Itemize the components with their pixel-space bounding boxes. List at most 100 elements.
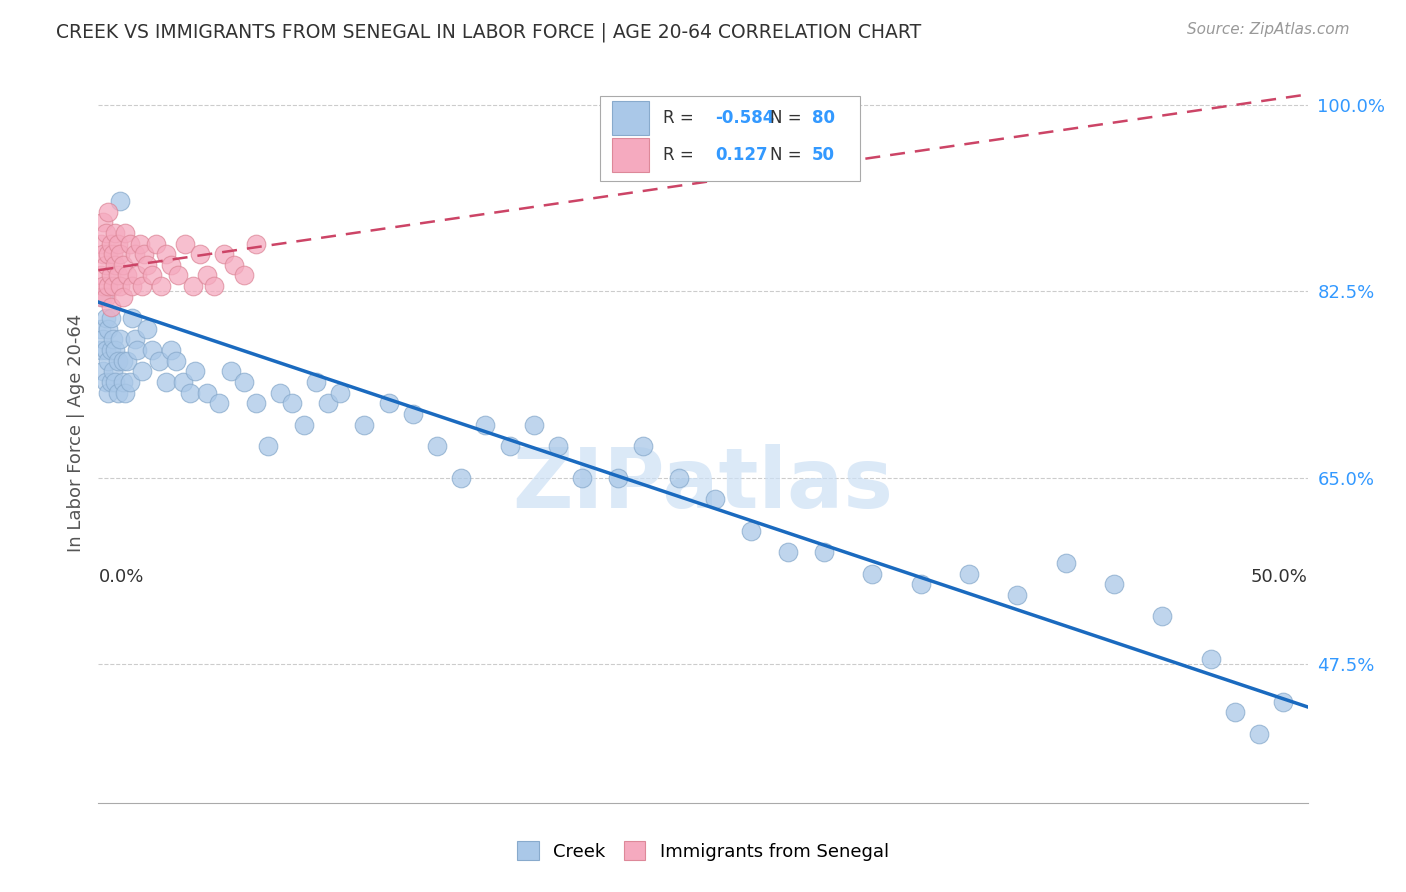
Point <box>127 268 149 283</box>
Point <box>97 247 120 261</box>
Point <box>108 333 131 347</box>
Point <box>174 236 197 251</box>
Point <box>128 236 150 251</box>
Point <box>245 236 267 251</box>
Legend: Creek, Immigrants from Senegal: Creek, Immigrants from Senegal <box>510 834 896 868</box>
Text: Source: ZipAtlas.com: Source: ZipAtlas.com <box>1187 22 1350 37</box>
Point <box>232 268 254 283</box>
Point <box>222 258 245 272</box>
Point <box>108 194 131 208</box>
Point <box>668 471 690 485</box>
Point <box>547 439 569 453</box>
Point <box>100 375 122 389</box>
Point <box>957 566 980 581</box>
Text: N =: N = <box>769 109 807 127</box>
Bar <box>613 138 648 171</box>
Point <box>245 396 267 410</box>
Point <box>571 471 593 485</box>
Y-axis label: In Labor Force | Age 20-64: In Labor Force | Age 20-64 <box>66 313 84 552</box>
Point <box>90 268 112 283</box>
Point <box>426 439 449 453</box>
Text: R =: R = <box>664 109 699 127</box>
Point <box>179 385 201 400</box>
Point <box>204 279 226 293</box>
Point <box>117 353 139 368</box>
Point <box>232 375 254 389</box>
Point <box>1152 609 1174 624</box>
Point <box>402 407 425 421</box>
Point <box>104 226 127 240</box>
Point <box>160 258 183 272</box>
Point <box>195 385 218 400</box>
Point <box>97 322 120 336</box>
Point <box>135 322 157 336</box>
Text: 0.127: 0.127 <box>716 146 768 164</box>
Point <box>104 375 127 389</box>
Point <box>377 396 399 410</box>
Point <box>97 385 120 400</box>
Point <box>100 236 122 251</box>
Point <box>910 577 932 591</box>
Point <box>94 258 117 272</box>
Point <box>91 333 114 347</box>
Point <box>111 375 134 389</box>
Point <box>97 204 120 219</box>
Point <box>90 236 112 251</box>
Point <box>281 396 304 410</box>
Point <box>117 268 139 283</box>
Point <box>100 301 122 315</box>
Point <box>1223 705 1246 719</box>
Point <box>150 279 173 293</box>
Point <box>131 279 153 293</box>
Point <box>292 417 315 432</box>
Point <box>91 247 114 261</box>
Point <box>860 566 883 581</box>
Text: ZIPatlas: ZIPatlas <box>513 444 893 525</box>
Point <box>107 353 129 368</box>
Point <box>155 375 177 389</box>
Point <box>100 343 122 357</box>
Point <box>813 545 835 559</box>
Point <box>165 353 187 368</box>
Point <box>184 364 207 378</box>
Text: -0.584: -0.584 <box>716 109 775 127</box>
Point <box>101 364 124 378</box>
Point <box>631 439 654 453</box>
Point <box>329 385 352 400</box>
Point <box>474 417 496 432</box>
Point <box>107 385 129 400</box>
Point <box>108 279 131 293</box>
Point <box>114 385 136 400</box>
Text: CREEK VS IMMIGRANTS FROM SENEGAL IN LABOR FORCE | AGE 20-64 CORRELATION CHART: CREEK VS IMMIGRANTS FROM SENEGAL IN LABO… <box>56 22 921 42</box>
Point <box>195 268 218 283</box>
Point <box>100 311 122 326</box>
Point <box>124 247 146 261</box>
Point <box>141 268 163 283</box>
Point <box>97 353 120 368</box>
Point <box>776 545 799 559</box>
Point <box>121 279 143 293</box>
Text: N =: N = <box>769 146 807 164</box>
Point <box>1249 726 1271 740</box>
Point <box>1102 577 1125 591</box>
Point <box>353 417 375 432</box>
Point <box>181 279 204 293</box>
Bar <box>613 102 648 135</box>
Point <box>155 247 177 261</box>
Point <box>212 247 235 261</box>
Text: 50.0%: 50.0% <box>1251 568 1308 586</box>
Point <box>704 492 727 507</box>
Point <box>1272 695 1295 709</box>
Point <box>141 343 163 357</box>
Point <box>167 268 190 283</box>
Point <box>188 247 211 261</box>
Point <box>172 375 194 389</box>
Point <box>107 268 129 283</box>
Point <box>91 364 114 378</box>
Point <box>208 396 231 410</box>
Point <box>498 439 520 453</box>
Point <box>450 471 472 485</box>
Point <box>94 343 117 357</box>
Point <box>523 417 546 432</box>
Text: 50: 50 <box>811 146 835 164</box>
